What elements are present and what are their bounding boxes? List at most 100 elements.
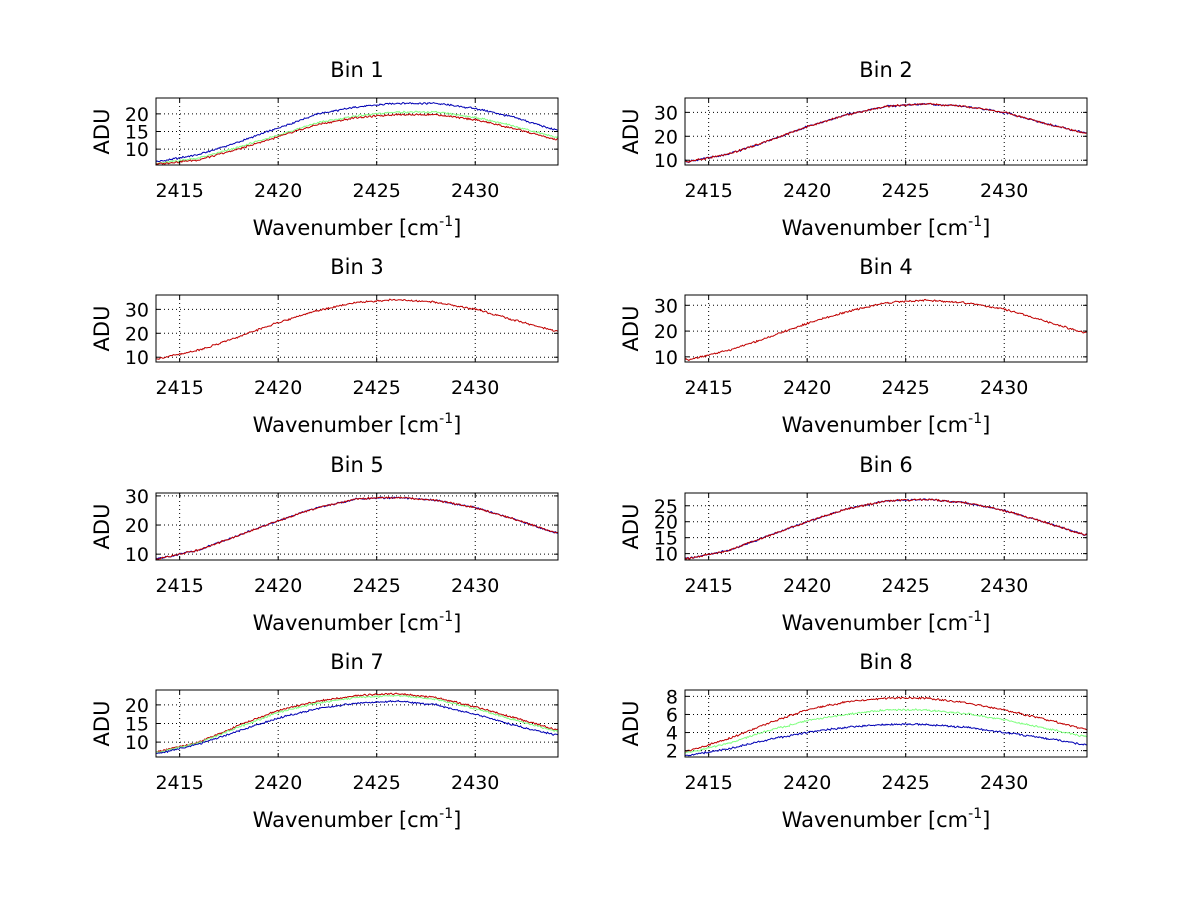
series-line-red <box>155 298 559 360</box>
x-tick-label: 2415 <box>155 377 203 399</box>
x-tick-label: 2420 <box>783 377 831 399</box>
series-line-blue <box>684 498 1088 560</box>
x-axis-label: Wavenumber [cm-1] <box>253 214 462 240</box>
axes-box <box>155 294 559 363</box>
y-axis-label: ADU <box>619 504 643 550</box>
x-tick-label: 2415 <box>684 377 732 399</box>
y-tick-label: 25 <box>654 496 678 518</box>
subplot-title: Bin 5 <box>330 453 384 477</box>
x-tick-label: 2425 <box>882 772 930 794</box>
y-tick-label: 15 <box>125 714 149 736</box>
series-line-red <box>684 102 1088 163</box>
y-axis-label: ADU <box>90 504 114 550</box>
y-tick-label: 20 <box>125 515 149 537</box>
series-line-blue <box>155 102 558 163</box>
y-axis-label: ADU <box>90 701 114 747</box>
x-axis-label: Wavenumber [cm-1] <box>782 609 991 635</box>
x-tick-label: 2420 <box>254 575 302 597</box>
y-tick-label: 10 <box>654 347 678 369</box>
x-tick-label: 2425 <box>353 575 401 597</box>
y-tick-label: 15 <box>125 122 149 144</box>
x-tick-label: 2420 <box>783 772 831 794</box>
x-tick-label: 2415 <box>684 180 732 202</box>
x-tick-label: 2425 <box>353 180 401 202</box>
series-line-red <box>684 696 1088 752</box>
x-tick-label: 2425 <box>353 772 401 794</box>
x-axis-label: Wavenumber [cm-1] <box>253 411 462 437</box>
x-tick-label: 2420 <box>254 772 302 794</box>
series-line-blue <box>155 496 559 560</box>
series-line-red <box>155 496 559 560</box>
y-tick-label: 30 <box>654 102 678 124</box>
y-tick-label: 10 <box>125 139 149 161</box>
axes-box <box>155 492 559 561</box>
y-axis-label: ADU <box>619 306 643 352</box>
x-tick-label: 2430 <box>980 575 1028 597</box>
axes-box <box>684 689 1088 758</box>
x-tick-label: 2420 <box>783 180 831 202</box>
y-tick-label: 20 <box>654 126 678 148</box>
y-tick-label: 6 <box>666 704 678 726</box>
series-line-green <box>156 694 559 753</box>
axes-box <box>684 97 1088 166</box>
y-tick-label: 30 <box>125 299 149 321</box>
x-tick-label: 2430 <box>451 772 499 794</box>
x-axis-label: Wavenumber [cm-1] <box>782 214 991 240</box>
subplot-title: Bin 4 <box>859 255 913 279</box>
y-tick-label: 10 <box>654 150 678 172</box>
x-tick-label: 2430 <box>980 772 1028 794</box>
y-axis-label: ADU <box>90 109 114 155</box>
x-tick-label: 2430 <box>980 180 1028 202</box>
series-line-red <box>684 498 1088 560</box>
axes-box <box>684 492 1088 561</box>
x-tick-label: 2425 <box>882 377 930 399</box>
subplot-title: Bin 8 <box>859 650 913 674</box>
subplot-title: Bin 6 <box>859 453 913 477</box>
y-tick-label: 20 <box>125 695 149 717</box>
subplot-bin-5: Bin 5 2415 2420 2425 2430 10 20 30 ADU Wavenumber… <box>90 453 559 635</box>
x-tick-label: 2415 <box>684 772 732 794</box>
y-tick-label: 4 <box>666 723 678 745</box>
x-tick-label: 2430 <box>451 575 499 597</box>
x-axis-label: Wavenumber [cm-1] <box>782 806 991 832</box>
y-tick-label: 2 <box>666 741 678 763</box>
y-tick-label: 8 <box>666 686 678 708</box>
series-line-blue <box>684 723 1088 757</box>
y-tick-label: 20 <box>125 104 149 126</box>
y-tick-label: 20 <box>125 323 149 345</box>
x-tick-label: 2415 <box>684 575 732 597</box>
subplot-title: Bin 2 <box>859 58 913 82</box>
y-tick-label: 10 <box>125 732 149 754</box>
x-axis-label: Wavenumber [cm-1] <box>782 411 991 437</box>
x-tick-label: 2430 <box>451 180 499 202</box>
subplot-title: Bin 3 <box>330 255 384 279</box>
x-tick-label: 2415 <box>155 772 203 794</box>
y-tick-label: 15 <box>654 528 678 550</box>
x-axis-label: Wavenumber [cm-1] <box>253 609 462 635</box>
x-tick-label: 2425 <box>882 575 930 597</box>
series-line-blue <box>155 699 559 754</box>
x-tick-label: 2420 <box>254 180 302 202</box>
x-tick-label: 2415 <box>155 180 203 202</box>
y-tick-label: 30 <box>654 295 678 317</box>
y-tick-label: 20 <box>654 321 678 343</box>
series-line-red <box>155 692 558 753</box>
y-tick-label: 10 <box>125 347 149 369</box>
series-line-green <box>684 708 1088 754</box>
y-tick-label: 20 <box>654 512 678 534</box>
y-tick-label: 10 <box>654 544 678 566</box>
axes-box <box>684 294 1088 363</box>
subplot-title: Bin 1 <box>330 58 384 82</box>
y-tick-label: 10 <box>125 544 149 566</box>
x-tick-label: 2430 <box>980 377 1028 399</box>
x-tick-label: 2425 <box>882 180 930 202</box>
x-tick-label: 2420 <box>783 575 831 597</box>
x-tick-label: 2425 <box>353 377 401 399</box>
x-tick-label: 2430 <box>451 377 499 399</box>
series-line-red <box>684 298 1088 361</box>
